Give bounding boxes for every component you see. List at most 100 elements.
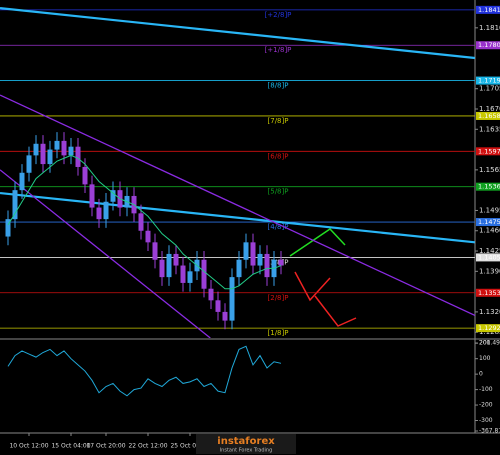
candle-body <box>229 277 235 321</box>
level-price-box <box>476 111 500 120</box>
level-price-box <box>476 147 500 156</box>
forecast-arrow <box>314 295 357 327</box>
x-tick-label: 22 Oct 12:00 <box>128 443 167 450</box>
x-tick-label: 10 Oct 12:00 <box>9 443 48 450</box>
trendline <box>0 94 475 316</box>
candle-body <box>75 146 81 167</box>
candle-body <box>82 166 88 185</box>
level-price-label: 1.1719 <box>478 77 500 85</box>
level-label: [4/8]P <box>268 223 289 231</box>
candle-body <box>208 288 214 301</box>
candle-body <box>68 146 74 156</box>
indicator-tick-label: 100 <box>479 355 491 362</box>
candle-body <box>33 143 39 156</box>
level-label: [8/8]P <box>268 82 289 90</box>
candle-body <box>5 219 11 237</box>
level-label: [1/8]P <box>268 329 289 337</box>
level-price-label: 1.1536 <box>478 183 500 191</box>
forecast-arrow <box>289 228 346 257</box>
y-tick-label: 1.1635 <box>479 125 500 133</box>
level-price-box <box>476 5 500 14</box>
level-price-label: 1.1780 <box>478 41 500 49</box>
indicator-tick-label: 201.498 <box>479 340 500 347</box>
y-tick-label: 1.1390 <box>479 267 500 275</box>
level-price-box <box>476 218 500 227</box>
candle-body <box>250 242 256 266</box>
axes: 1.1810 1.1705 1.1670 1.1635 1.1565 1.1495 1.14… <box>9 5 500 450</box>
y-tick-label: 1.1565 <box>479 166 500 174</box>
forecast-arrow <box>294 271 331 302</box>
candle-body <box>19 172 25 191</box>
candle-body <box>96 207 102 220</box>
candle-body <box>264 253 270 278</box>
y-tick-label: 1.1425 <box>479 247 500 255</box>
candle-body <box>26 155 32 173</box>
arrows <box>289 228 357 327</box>
indicator-tick-label: -367.870 <box>479 428 500 435</box>
candle-body <box>166 253 172 278</box>
candle-body <box>89 184 95 208</box>
indicator-line <box>7 345 282 397</box>
level-label: [+1/8]P <box>265 46 292 54</box>
candle-body <box>180 265 186 283</box>
candle-body <box>47 149 53 165</box>
candle-body <box>236 259 242 278</box>
x-tick-label: 15 Oct 04:00 <box>51 443 90 450</box>
trendline <box>0 191 475 244</box>
watermark: instaforex <box>217 436 275 447</box>
candle-body <box>12 190 18 220</box>
y-tick-label: 1.1320 <box>479 308 500 316</box>
candle-body <box>159 259 165 278</box>
watermark-box <box>196 434 296 454</box>
level-price-box <box>476 253 500 262</box>
x-tick-label: 25 Oct 04:00 <box>170 443 209 450</box>
level-price-label: 1.1597 <box>478 147 500 155</box>
candle-body <box>145 230 151 243</box>
candle-body <box>40 143 46 165</box>
plot-area: [+2/8]P [+1/8]P [8/8]P [7/8]P [6/8]P [5/8]P [4… <box>0 7 475 338</box>
candle-body <box>243 242 249 260</box>
candle-body <box>54 140 60 150</box>
level-label: [7/8]P <box>268 117 289 125</box>
level-price-box <box>476 324 500 333</box>
level-price-label: 1.1292 <box>478 324 500 332</box>
indicator-tick-label: 200 <box>479 340 491 347</box>
level-label: [5/8]P <box>268 188 289 196</box>
level-label: [3/8]P <box>268 258 289 266</box>
candle-body <box>138 213 144 231</box>
level-label: [6/8]P <box>268 152 289 160</box>
candle-body <box>61 140 67 156</box>
y-tick-label: 1.1495 <box>479 206 500 214</box>
candle-body <box>278 259 284 266</box>
level-price-box <box>476 41 500 50</box>
level-label: [2/8]P <box>268 294 289 302</box>
indicator-tick-label: -100 <box>479 386 493 393</box>
candle-body <box>257 253 263 266</box>
x-tick-label: 17 Oct 20:00 <box>86 443 125 450</box>
level-label: [+2/8]P <box>265 11 292 19</box>
y-tick-label: 1.1285 <box>479 328 500 336</box>
candle-body <box>201 259 207 289</box>
indicator-tick-label: -200 <box>479 402 493 409</box>
level-price-label: 1.1475 <box>478 218 500 226</box>
indicator-tick-label: -300 <box>479 417 493 424</box>
candle-body <box>103 201 109 220</box>
candle-body <box>187 271 193 283</box>
level-price-box <box>476 182 500 191</box>
level-price-box <box>476 288 500 297</box>
y-tick-label: 1.1670 <box>479 105 500 113</box>
indicator-area <box>7 345 282 397</box>
level-price-label: 1.1405 <box>478 253 500 261</box>
y-tick-label: 1.1460 <box>479 227 500 235</box>
candle-body <box>215 300 221 312</box>
watermark-tagline: Instant Forex Trading <box>220 448 273 454</box>
level-price-label: 1.1353 <box>478 289 500 297</box>
candle-body <box>173 253 179 266</box>
indicator-tick-label: 0 <box>479 371 483 378</box>
level-price-box <box>476 76 500 85</box>
moving-average <box>7 154 282 290</box>
trendline <box>0 169 211 338</box>
